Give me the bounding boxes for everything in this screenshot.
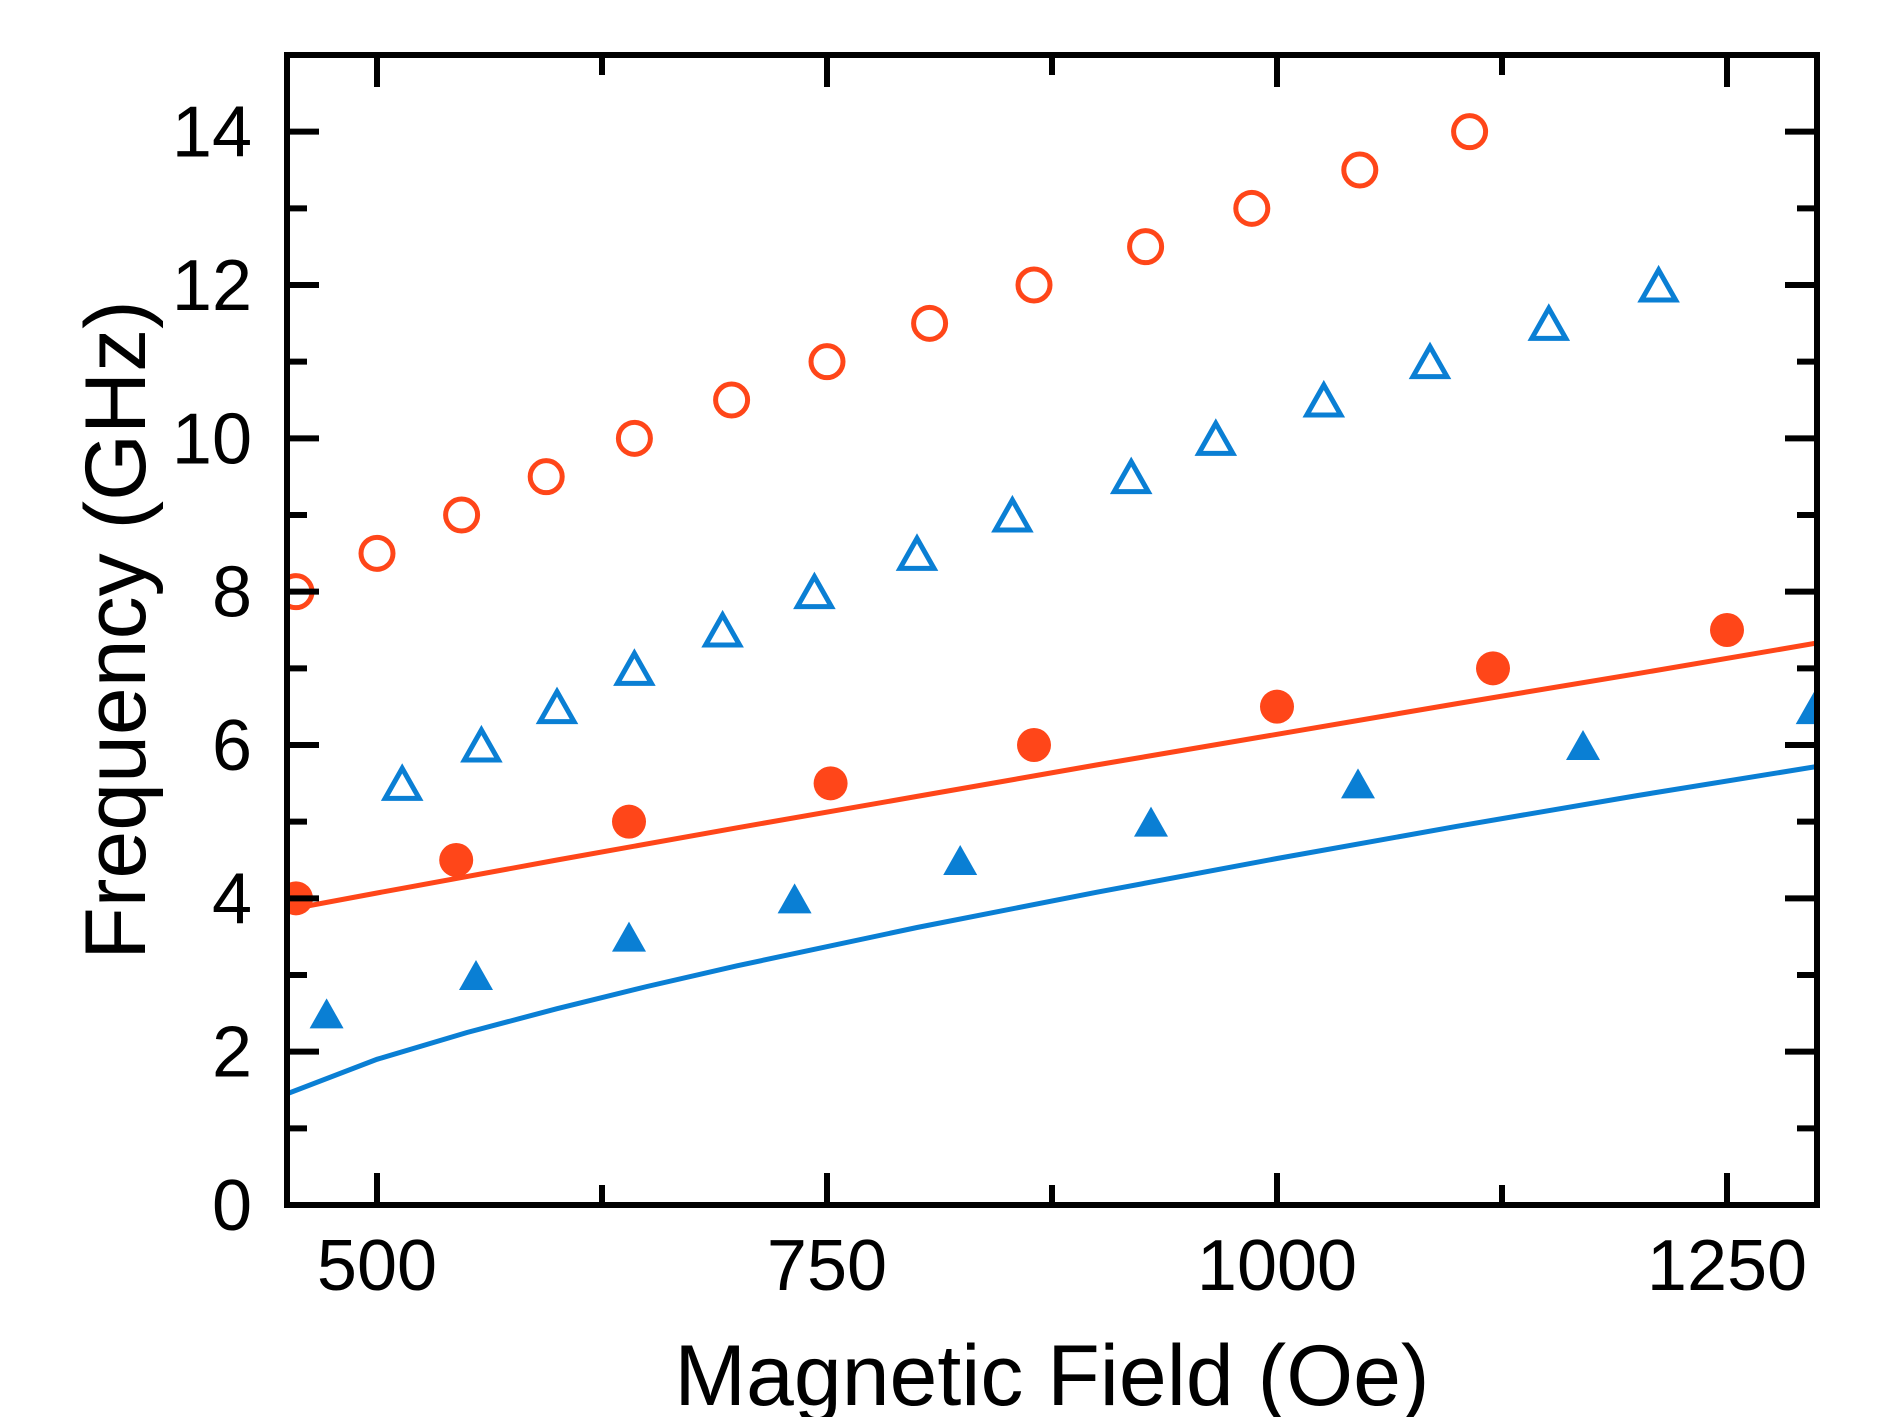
filled-triangle-point [1341,768,1375,799]
open-triangle-point [1637,264,1680,303]
filled-circle-point [813,766,848,801]
open-circle-point [808,343,846,381]
series-filled-triangles [309,691,1817,1029]
open-triangle-point [895,533,939,571]
open-triangle-point [535,686,579,725]
open-circle-point [358,534,396,572]
open-triangle-point [1302,379,1346,418]
open-triangle-point [701,609,744,648]
filled-circle-point [1017,728,1051,762]
open-triangle-point [1527,303,1571,341]
y-tick-label: 12 [172,246,252,326]
plot-frame [284,52,1820,1208]
open-triangle-point [460,724,503,763]
filled-triangle-point [1800,691,1817,722]
x-axis-title: Magnetic Field (Oe) [674,1328,1429,1417]
series-blue-line [287,764,1817,1097]
series-open-triangles [380,264,1817,801]
open-triangle-point [991,494,1034,533]
series-layer [287,113,1817,1097]
filled-triangle-point [612,921,646,952]
x-tick-label: 1250 [1647,1226,1807,1306]
open-circle-point [443,496,481,534]
open-triangle-point [1408,341,1452,380]
open-triangle-point [613,648,656,686]
open-triangle-point [1109,456,1153,495]
open-circle-point [527,458,565,496]
filled-triangle-point [459,960,493,990]
filled-circle-point [439,843,474,877]
open-circle-point [1233,189,1271,227]
open-circle-point [911,304,949,342]
open-circle-point [1015,266,1053,304]
open-triangle-point [793,571,836,610]
open-circle-point [615,419,653,457]
open-circle-point [1127,228,1165,266]
x-tick-label: 500 [317,1226,437,1306]
y-tick-label: 0 [212,1166,252,1246]
filled-triangle-point [943,845,978,875]
y-tick-label: 8 [212,553,252,633]
y-tick-label: 14 [172,93,252,173]
filled-triangle-point [1134,806,1168,837]
filled-circle-point [1476,651,1510,686]
x-tick-label: 1000 [1197,1226,1357,1306]
open-circle-point [1341,151,1379,189]
filled-circle-point [1260,689,1294,724]
tick-layer [287,55,1817,1208]
y-tick-label: 10 [172,399,252,479]
open-circle-point [713,381,751,419]
red-line-path [287,640,1817,913]
filled-circle-point [1710,613,1744,647]
x-tick-label: 750 [767,1226,887,1306]
series-open-circles [287,113,1489,611]
filled-triangle-point [777,883,812,914]
blue-line-path [287,764,1817,1097]
y-tick-label: 4 [212,859,252,939]
series-filled-circles [287,613,1744,916]
open-circle-point [1451,113,1489,151]
y-tick-label: 6 [212,706,252,786]
y-tick-label: 2 [212,1013,252,1093]
filled-triangle-point [309,998,344,1029]
tick-label-layer: 500 750 1000 1250 0 2 4 6 8 10 12 14 [172,93,1807,1306]
filled-triangle-point [1566,730,1600,760]
filled-circle-point [612,804,646,839]
y-axis-title: Frequency (GHz) [68,300,164,960]
series-red-line [287,640,1817,913]
open-triangle-point [1194,418,1238,456]
open-triangle-point [380,763,424,801]
